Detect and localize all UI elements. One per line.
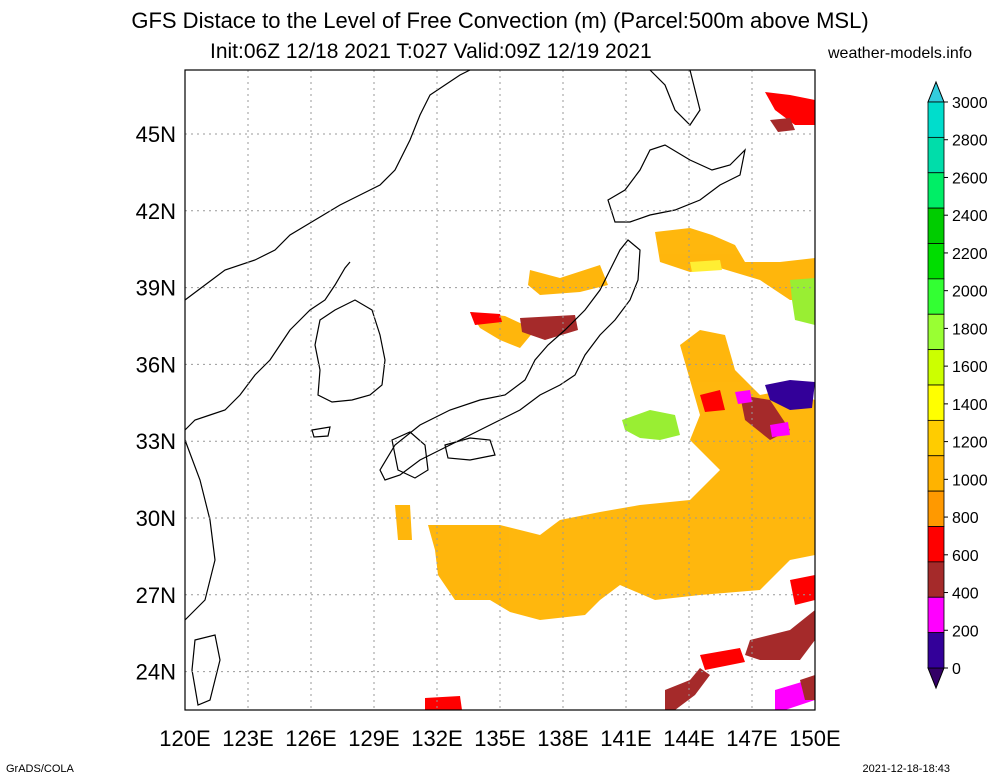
colorbar-label: 2600 [952,170,988,187]
colorbar: 0 200 400 600 800 1000 1200 1400 1600 1800 2000 220… [927,80,988,690]
lon-tick-label: 138E [537,726,588,751]
map-frame [184,69,816,711]
colorbar-swatch [927,490,945,527]
map-subtitle: Init:06Z 12/18 2021 T:027 Valid:09Z 12/1… [210,40,652,63]
colorbar-label: 600 [952,548,979,565]
lon-tick-label: 144E [663,726,714,751]
colorbar-label: 800 [952,510,979,527]
shade-region-red-east-2 [790,575,815,605]
lon-tick-label: 132E [411,726,462,751]
lat-tick-label: 24N [136,660,176,685]
colorbar-swatch [927,243,945,280]
shade-region-south-band [428,330,815,620]
colorbar-swatch [927,172,945,209]
colorbar-swatch [927,455,945,492]
shade-region-red-north-honshu [470,312,502,325]
colorbar-label: 2400 [952,208,988,225]
lfc-field-layer [395,92,815,710]
shade-region-purple-east [765,380,815,410]
colorbar-label: 1800 [952,321,988,338]
shade-region-brown-north-honshu [520,315,578,340]
shade-region-lime-2 [790,278,815,325]
lon-tick-label: 147E [726,726,777,751]
colorbar-label: 200 [952,623,979,640]
shade-region-red-sakhalin [765,92,815,125]
lat-tick-label: 42N [136,199,176,224]
colorbar-swatch [927,278,945,315]
lon-tick-label: 123E [222,726,273,751]
coastline-kyushu [391,431,429,479]
lat-tick-label: 39N [136,276,176,301]
lat-axis-labels: 24N 27N 30N 33N 36N 39N 42N 45N [136,122,176,685]
colorbar-swatch [927,313,945,351]
colorbar-over-arrow [927,80,945,103]
colorbar-swatch [927,101,945,138]
coastline-jeju [311,426,331,438]
shade-region-brown-southeast [745,610,815,660]
shade-region-brown-southeast-edge [800,675,815,700]
coastline-hokkaido [607,144,746,223]
coastline-taiwan [191,634,221,706]
colorbar-label: 2200 [952,246,988,263]
colorbar-swatch [927,596,945,634]
shade-region-west-kyushu [395,505,412,540]
lon-tick-label: 120E [159,726,210,751]
coastline-sakhalin [649,69,701,126]
coastline-shikoku [444,437,496,461]
colorbar-label: 0 [952,661,961,678]
colorbar-label: 1400 [952,397,988,414]
lat-tick-label: 33N [136,429,176,454]
coastline-korea [314,299,386,403]
shade-region-red-southeast [700,648,745,670]
shade-region-yellow-ne [690,260,722,272]
shade-region-north-east [655,228,815,300]
colorbar-swatch [927,349,945,386]
shade-region-brown-south [665,668,710,710]
shade-region-red-south [425,696,462,710]
shade-region-red-east-1 [700,390,725,412]
colorbar-label: 2000 [952,284,988,301]
colorbar-swatch [927,561,945,598]
colorbar-under-arrow [927,667,945,690]
colorbar-swatch [927,632,945,669]
colorbar-swatch [927,526,945,563]
lon-tick-label: 126E [285,726,336,751]
site-credit: weather-models.info [828,45,973,62]
lon-tick-label: 135E [474,726,525,751]
lat-tick-label: 30N [136,506,176,531]
map-title: GFS Distace to the Level of Free Convect… [131,8,869,33]
colorbar-label: 400 [952,586,979,603]
colorbar-swatch [927,419,945,457]
shade-region-magenta-east [735,390,790,437]
lon-tick-label: 129E [348,726,399,751]
colorbar-label: 2800 [952,133,988,150]
lat-tick-label: 36N [136,352,176,377]
shade-region-brown-sakhalin [770,118,795,132]
colorbar-swatch [927,136,945,174]
colorbar-label: 3000 [952,95,988,112]
shade-region-lime-1 [622,410,680,440]
colorbar-swatch [927,207,945,244]
lat-tick-label: 45N [136,122,176,147]
lon-axis-labels: 120E 123E 126E 129E 132E 135E 138E 141E 144E 147E… [159,726,840,751]
coastline-honshu [379,239,641,481]
grid-lines [185,70,815,710]
shade-region-honshu-north [528,265,608,295]
colorbar-label: 1000 [952,472,988,489]
footer-timestamp: 2021-12-18-18:43 [862,763,950,775]
lon-tick-label: 150E [789,726,840,751]
coastlines [184,69,746,706]
lat-tick-label: 27N [136,583,176,608]
coastline-continent [184,69,471,621]
colorbar-swatch [927,384,945,421]
footer-grads: GrADS/COLA [6,763,74,775]
colorbar-label: 1600 [952,359,988,376]
lon-tick-label: 141E [600,726,651,751]
colorbar-label: 1200 [952,435,988,452]
